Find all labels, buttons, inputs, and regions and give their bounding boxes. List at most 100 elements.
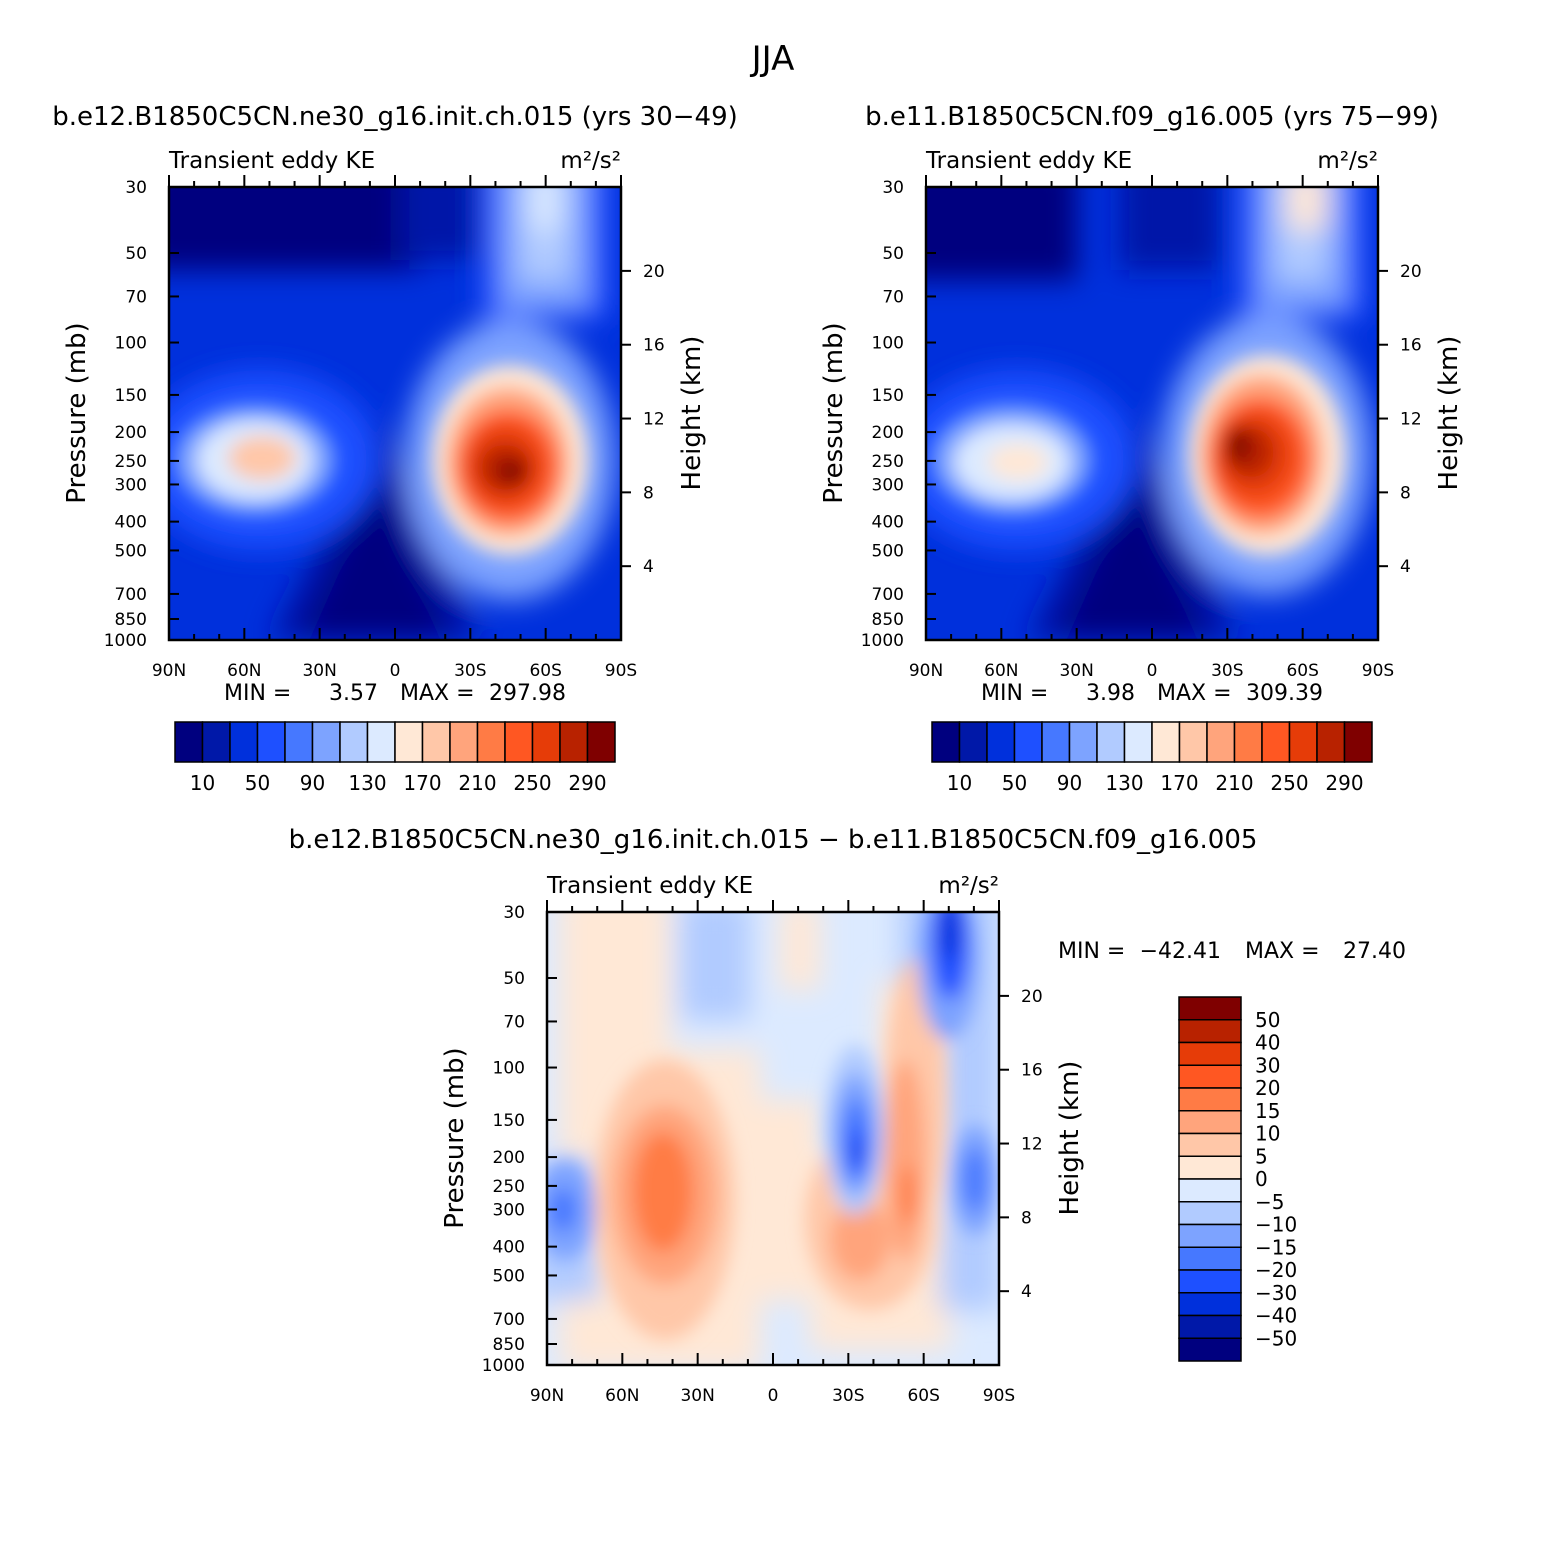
height-tick-label: 16 [1021,1061,1043,1081]
colorbar-label: −30 [1255,1281,1297,1305]
panel-2-min-label: MIN = [981,681,1048,706]
x-tick-label: 30N [680,1386,714,1406]
height-tick-label: 16 [643,336,665,356]
panel-2-units-label: m²/s² [1317,148,1378,174]
x-tick-label: 30N [302,661,336,681]
colorbar-label: 250 [1270,771,1308,795]
panel-3: 3050701001502002503004005007008501000481… [440,873,1406,1406]
colorbar-cell [1233,721,1263,763]
colorbar-cell [1261,721,1291,763]
panel-1-colorbar: 10 50 90 130 170 210 250 290 [174,721,616,795]
y-tick-label: 200 [872,423,904,443]
colorbar-cell [311,721,341,763]
colorbar-cell [1178,1110,1242,1135]
y-tick-label: 250 [493,1177,525,1197]
x-tick-label: 60N [227,661,261,681]
colorbar-label: 10 [1255,1122,1280,1146]
colorbar-cell [1151,721,1181,763]
x-tick-label: 30S [1211,661,1243,681]
colorbar-cell [201,721,231,763]
colorbar-cell [1178,1223,1242,1248]
colorbar-cell [449,721,479,763]
colorbar-cell [986,721,1016,763]
height-tick-label: 8 [1021,1208,1032,1228]
y-tick-label: 500 [115,541,147,561]
panel-3-ylabel-right: Height (km) [1055,1061,1085,1216]
y-tick-label: 1000 [104,631,147,651]
y-tick-label: 30 [125,178,147,198]
colorbar-label: 170 [403,771,441,795]
x-tick-label: 60S [529,661,561,681]
height-tick-label: 12 [1021,1135,1043,1155]
height-tick-label: 16 [1400,336,1422,356]
colorbar-cell [284,721,314,763]
difference-title: b.e12.B1850C5CN.ne30_g16.init.ch.015 − b… [289,825,1258,855]
y-tick-label: 1000 [861,631,904,651]
y-tick-label: 250 [872,452,904,472]
colorbar-cell [1316,721,1346,763]
colorbar-label: 130 [348,771,386,795]
height-tick-label: 12 [1400,410,1422,430]
panel-1-max-value: 297.98 [489,681,566,706]
y-tick-label: 400 [493,1238,525,1258]
colorbar-label: 20 [1255,1076,1280,1100]
panel-1-field [169,187,621,640]
height-tick-label: 12 [643,410,665,430]
x-tick-label: 0 [390,661,401,681]
x-tick-label: 0 [768,1386,779,1406]
panel-3-axes: 3050701001502002503004005007008501000481… [482,900,1043,1406]
colorbar-cell [1178,996,1242,1021]
colorbar-cell [1178,1246,1242,1271]
x-tick-label: 30N [1059,661,1093,681]
x-tick-label: 60S [907,1386,939,1406]
colorbar-cell [394,721,424,763]
panel-3-max-label: MAX = [1245,939,1320,964]
colorbar-label: 290 [568,771,606,795]
colorbar-cell [421,721,451,763]
height-tick-label: 8 [643,483,654,503]
panel-2-max-label: MAX = [1157,681,1232,706]
panel-1-min-value: 3.57 [329,681,378,706]
panel-1-units-label: m²/s² [560,148,621,174]
figure-title: JJA [750,39,795,79]
colorbar-label: 10 [190,771,215,795]
colorbar-cell [1343,721,1373,763]
panel-2-min-value: 3.98 [1086,681,1135,706]
y-tick-label: 100 [872,334,904,354]
height-tick-label: 8 [1400,483,1411,503]
colorbar-cell [1178,1132,1242,1157]
colorbar-cell [1178,1019,1242,1044]
colorbar-cell [1178,1155,1242,1180]
colorbar-cell [1178,721,1208,763]
panel-1-min-label: MIN = [224,681,291,706]
colorbar-label: −50 [1255,1326,1297,1350]
height-tick-label: 20 [1400,262,1422,282]
y-tick-label: 300 [872,475,904,495]
colorbar-cell [1178,1087,1242,1112]
colorbar-cell [256,721,286,763]
height-tick-label: 20 [643,262,665,282]
colorbar-label: −5 [1255,1190,1284,1214]
panel-1-ylabel-right: Height (km) [677,336,707,491]
colorbar-cell [1041,721,1071,763]
height-tick-label: 4 [1021,1282,1032,1302]
y-tick-label: 400 [872,513,904,533]
height-tick-label: 20 [1021,987,1043,1007]
x-tick-label: 60N [605,1386,639,1406]
x-tick-label: 30S [832,1386,864,1406]
y-tick-label: 500 [493,1266,525,1286]
colorbar-label: 50 [1002,771,1027,795]
y-tick-label: 70 [503,1012,525,1032]
colorbar-cell [958,721,988,763]
y-tick-label: 400 [115,513,147,533]
colorbar-cell [1178,1178,1242,1203]
colorbar-label: −20 [1255,1258,1297,1282]
colorbar-cell [504,721,534,763]
colorbar-label: 90 [300,771,325,795]
panel-1-ylabel: Pressure (mb) [62,322,92,503]
colorbar-label: 5 [1255,1144,1268,1168]
colorbar-label: 290 [1325,771,1363,795]
colorbar-cell [339,721,369,763]
